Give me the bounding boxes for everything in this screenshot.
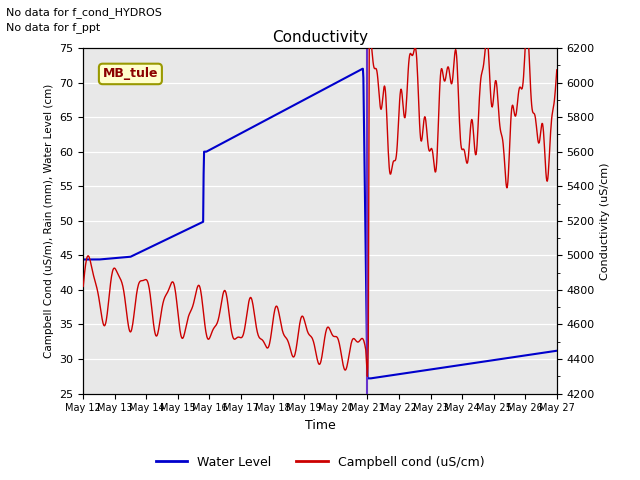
Text: No data for f_ppt: No data for f_ppt [6, 22, 100, 33]
Legend: Water Level, Campbell cond (uS/cm): Water Level, Campbell cond (uS/cm) [151, 451, 489, 474]
X-axis label: Time: Time [305, 419, 335, 432]
Y-axis label: Conductivity (uS/cm): Conductivity (uS/cm) [600, 162, 611, 279]
Text: No data for f_cond_HYDROS: No data for f_cond_HYDROS [6, 7, 163, 18]
Title: Conductivity: Conductivity [272, 30, 368, 46]
Text: MB_tule: MB_tule [102, 68, 158, 81]
Y-axis label: Campbell Cond (uS/m), Rain (mm), Water Level (cm): Campbell Cond (uS/m), Rain (mm), Water L… [44, 84, 54, 358]
